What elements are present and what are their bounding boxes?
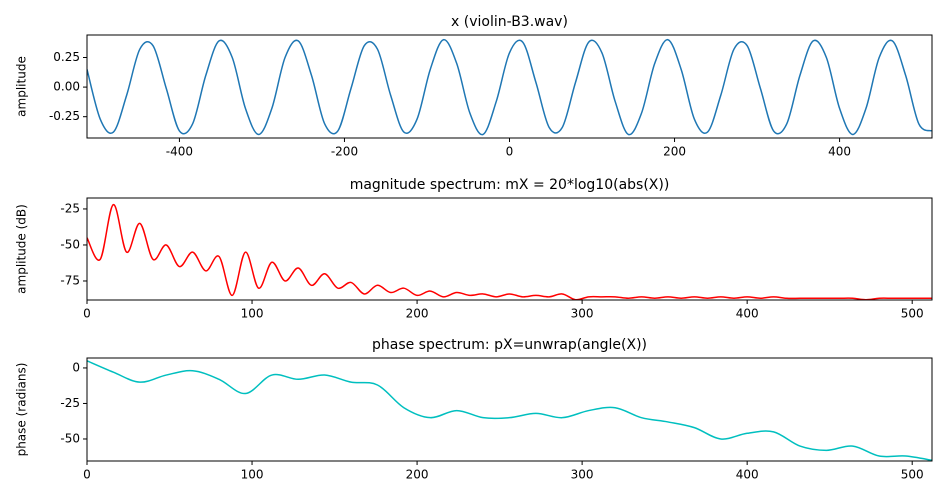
y-tick-label: 0 — [72, 360, 80, 374]
x-tick-label: 100 — [241, 468, 264, 482]
x-tick-label: 0 — [83, 468, 91, 482]
data-line — [87, 360, 932, 461]
plot-area — [87, 38, 932, 136]
data-line — [87, 203, 932, 300]
x-tick-label: 200 — [663, 145, 686, 159]
x-tick-label: 0 — [83, 307, 91, 321]
axes-frame — [86, 197, 933, 301]
axes-frame — [86, 357, 933, 462]
y-tick-label: 0.00 — [53, 80, 80, 94]
y-tick-label: -25 — [60, 201, 80, 215]
y-axis-label: amplitude — [15, 56, 29, 117]
x-tick-label: 400 — [828, 145, 851, 159]
x-tick-label: 500 — [901, 307, 924, 321]
x-tick-label: 400 — [736, 468, 759, 482]
y-axis-label: amplitude (dB) — [15, 204, 29, 294]
subplot-title: magnitude spectrum: mX = 20*log10(abs(X)… — [350, 177, 670, 193]
y-tick-label: -0.25 — [49, 109, 80, 123]
plot-area — [87, 360, 932, 461]
y-tick-label: -50 — [60, 431, 80, 445]
y-tick-label: 0.25 — [53, 50, 80, 64]
x-tick-label: 0 — [506, 145, 514, 159]
data-line — [87, 38, 932, 136]
x-tick-label: 300 — [571, 307, 594, 321]
x-tick-label: 500 — [901, 468, 924, 482]
subplot-title: phase spectrum: pX=unwrap(angle(X)) — [372, 337, 647, 353]
plot-area — [87, 203, 932, 300]
y-axis-label: phase (radians) — [15, 363, 29, 457]
x-tick-label: 200 — [406, 468, 429, 482]
y-tick-label: -50 — [60, 237, 80, 251]
x-tick-label: -400 — [166, 145, 193, 159]
y-tick-label: -25 — [60, 396, 80, 410]
y-tick-label: -75 — [60, 273, 80, 287]
x-tick-label: -200 — [331, 145, 358, 159]
x-tick-label: 100 — [241, 307, 264, 321]
x-tick-label: 300 — [571, 468, 594, 482]
subplot-title: x (violin-B3.wav) — [451, 14, 568, 30]
x-tick-label: 400 — [736, 307, 759, 321]
x-tick-label: 200 — [406, 307, 429, 321]
